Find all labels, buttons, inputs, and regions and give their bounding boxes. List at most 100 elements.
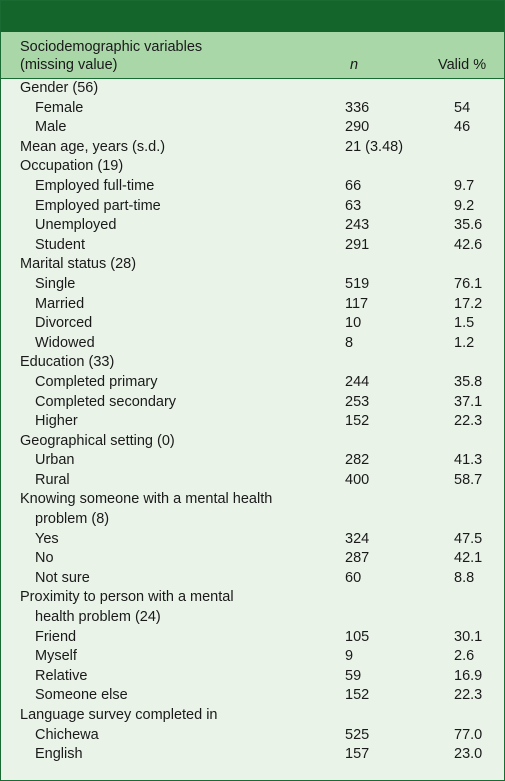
group-label: Proximity to person with a mental health… — [20, 588, 320, 627]
table-row: Employed part-time 63 9.2 — [1, 197, 504, 217]
row-label: Yes — [35, 530, 59, 547]
row-n: 152 — [345, 687, 370, 704]
header-variable: Sociodemographic variables (missing valu… — [20, 38, 202, 74]
table-row: Student 291 42.6 — [1, 236, 504, 256]
group-label: Knowing someone with a mental health pro… — [20, 490, 320, 529]
row-label: Rural — [35, 471, 70, 488]
table-row: Employed full-time 66 9.7 — [1, 177, 504, 197]
row-pct: 1.2 — [454, 334, 475, 351]
table-row: Marital status (28) — [1, 255, 504, 275]
row-label: Widowed — [35, 334, 95, 351]
row-n: 10 — [345, 315, 362, 332]
table-row: Rural 400 58.7 — [1, 471, 504, 491]
row-label: Urban — [35, 452, 75, 469]
row-pct: 1.5 — [454, 315, 475, 332]
row-n: 105 — [345, 628, 370, 645]
row-label: Relative — [35, 667, 88, 684]
row-n: 291 — [345, 236, 370, 253]
group-label: Language survey completed in — [20, 707, 218, 723]
row-n: 21 (3.48) — [345, 138, 404, 155]
row-label: Completed secondary — [35, 393, 177, 410]
row-n: 519 — [345, 275, 370, 292]
row-label: Not sure — [35, 569, 90, 586]
row-label: Friend — [35, 628, 77, 645]
group-label-line2: problem (8) — [35, 511, 110, 528]
row-pct: 58.7 — [454, 471, 483, 488]
row-n: 400 — [345, 471, 370, 488]
table-row: Gender (56) — [1, 79, 504, 99]
group-label: Marital status (28) — [20, 256, 137, 273]
group-label: Gender (56) — [20, 80, 99, 96]
table-row: Married 117 17.2 — [1, 295, 504, 315]
row-pct: 9.2 — [454, 197, 475, 214]
row-pct: 9.7 — [454, 177, 475, 194]
row-pct: 41.3 — [454, 452, 483, 469]
row-label: Higher — [35, 413, 78, 430]
row-pct: 2.6 — [454, 648, 475, 665]
row-pct: 42.6 — [454, 236, 483, 253]
row-n: 60 — [345, 569, 362, 586]
table-row: Completed primary 244 35.8 — [1, 373, 504, 393]
table-row: Female 336 54 — [1, 99, 504, 119]
table-row: Urban 282 41.3 — [1, 451, 504, 471]
row-n: 243 — [345, 217, 370, 234]
row-pct: 30.1 — [454, 628, 483, 645]
table-body: Gender (56) Female 336 54 Male 290 46 Me… — [1, 79, 504, 765]
group-label: Education (33) — [20, 354, 115, 371]
row-label: Employed part-time — [35, 197, 161, 214]
table-row: Someone else 152 22.3 — [1, 686, 504, 706]
table-row: Not sure 60 8.8 — [1, 569, 504, 589]
row-pct: 17.2 — [454, 295, 483, 312]
row-n: 8 — [345, 334, 354, 351]
table-header: Sociodemographic variables (missing valu… — [1, 32, 504, 79]
table-row: Unemployed 243 35.6 — [1, 216, 504, 236]
table-row: Relative 59 16.9 — [1, 667, 504, 687]
row-label: Unemployed — [35, 217, 117, 234]
group-label-line1: Proximity to person with a mental — [20, 589, 234, 606]
table-row: English 157 23.0 — [1, 745, 504, 765]
row-n: 324 — [345, 530, 370, 547]
row-label: Married — [35, 295, 85, 312]
row-n: 244 — [345, 373, 370, 390]
row-label: Single — [35, 275, 76, 292]
row-label: English — [35, 746, 83, 763]
row-n: 525 — [345, 726, 370, 743]
row-label: Student — [35, 236, 85, 253]
row-n: 336 — [345, 99, 370, 116]
row-pct: 23.0 — [454, 746, 483, 763]
row-pct: 22.3 — [454, 413, 483, 430]
group-label-line1: Knowing someone with a mental health — [20, 491, 273, 508]
table-row: Proximity to person with a mental health… — [1, 588, 504, 627]
row-pct: 22.3 — [454, 687, 483, 704]
header-valid-pct: Valid % — [438, 57, 487, 73]
group-label: Mean age, years (s.d.) — [20, 138, 166, 155]
row-pct: 77.0 — [454, 726, 483, 743]
table-row: Mean age, years (s.d.) 21 (3.48) — [1, 138, 504, 158]
table-row: Friend 105 30.1 — [1, 628, 504, 648]
row-n: 253 — [345, 393, 370, 410]
header-variable-line2: (missing value) — [20, 57, 118, 73]
table-row: Male 290 46 — [1, 118, 504, 138]
row-label: Chichewa — [35, 726, 99, 743]
row-pct: 54 — [454, 99, 471, 116]
row-pct: 42.1 — [454, 550, 483, 567]
row-pct: 47.5 — [454, 530, 483, 547]
header-variable-line1: Sociodemographic variables — [20, 39, 203, 55]
table-row: Knowing someone with a mental health pro… — [1, 490, 504, 529]
table-row: Yes 324 47.5 — [1, 530, 504, 550]
group-label: Geographical setting (0) — [20, 432, 175, 449]
row-label: Divorced — [35, 315, 93, 332]
row-pct: 35.8 — [454, 373, 483, 390]
row-pct: 8.8 — [454, 569, 475, 586]
table-row: No 287 42.1 — [1, 549, 504, 569]
table-row: Divorced 10 1.5 — [1, 314, 504, 334]
header-n: n — [350, 57, 359, 73]
row-pct: 35.6 — [454, 217, 483, 234]
row-label: Myself — [35, 648, 77, 665]
table-row: Myself 9 2.6 — [1, 647, 504, 667]
table-row: Single 519 76.1 — [1, 275, 504, 295]
row-n: 290 — [345, 119, 370, 136]
row-n: 157 — [345, 746, 370, 763]
row-n: 66 — [345, 177, 362, 194]
